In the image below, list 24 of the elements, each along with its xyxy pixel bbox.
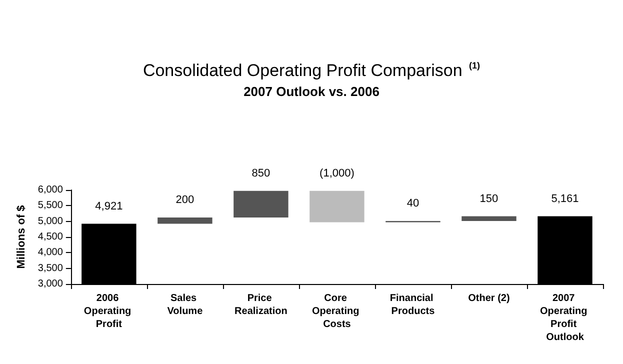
y-tick-label: 6,000 — [38, 184, 64, 196]
x-tick-label: 2007 Operating Profit Outlook — [540, 293, 590, 343]
data-label: 40 — [406, 197, 420, 210]
x-tick-label: Financial Products — [390, 293, 436, 317]
y-tick-label: 4,500 — [38, 232, 64, 242]
data-label: (1,000) — [320, 167, 354, 180]
y-tick-label: 3,000 — [38, 278, 64, 290]
y-tick-label: 4,000 — [38, 247, 64, 258]
x-tick-label: Sales Volume — [167, 293, 204, 317]
data-label: 4,921 — [95, 200, 123, 212]
y-tick-label: 5,500 — [38, 200, 64, 212]
y-tick-label: 3,500 — [38, 262, 64, 274]
x-tick-label: Other (2) — [468, 293, 510, 304]
y-axis-title: Millions of $ — [16, 205, 28, 269]
data-label: 150 — [480, 192, 498, 205]
x-tick-label: Core Operating Costs — [312, 293, 362, 330]
data-label: 850 — [252, 167, 270, 180]
chart-subtitle: 2007 Outlook vs. 2006 — [244, 84, 380, 99]
chart-title: Consolidated Operating Profit Comparison (1) — [142, 60, 480, 80]
x-tick-label: 2006 Operating Profit — [84, 293, 134, 330]
y-tick-label: 5,000 — [38, 216, 64, 227]
data-label: 200 — [176, 194, 194, 206]
data-label: 5,161 — [551, 192, 579, 205]
x-tick-label: Price Realization — [234, 293, 288, 317]
